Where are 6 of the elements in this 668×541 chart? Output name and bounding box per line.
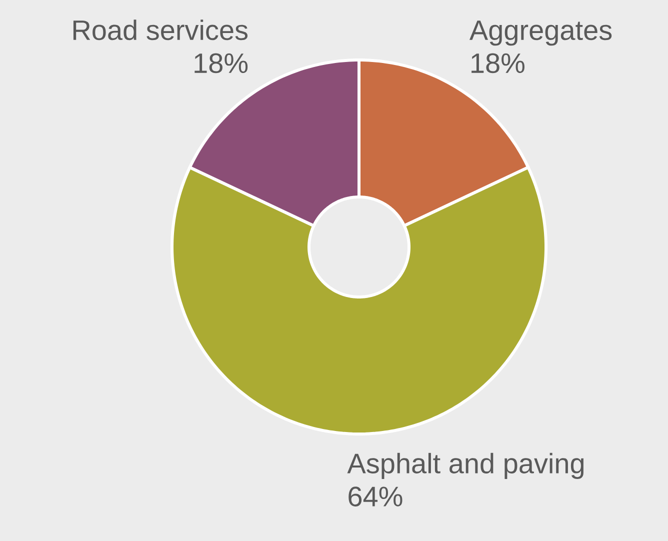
data-label: 18% bbox=[194, 53, 248, 74]
data-label: 18% bbox=[472, 53, 524, 74]
slice-label: Aggregates bbox=[469, 20, 612, 46]
slice-label: Road services bbox=[73, 20, 248, 40]
slice-label: Asphalt and paving bbox=[347, 452, 584, 479]
data-label: 64% bbox=[348, 486, 402, 506]
